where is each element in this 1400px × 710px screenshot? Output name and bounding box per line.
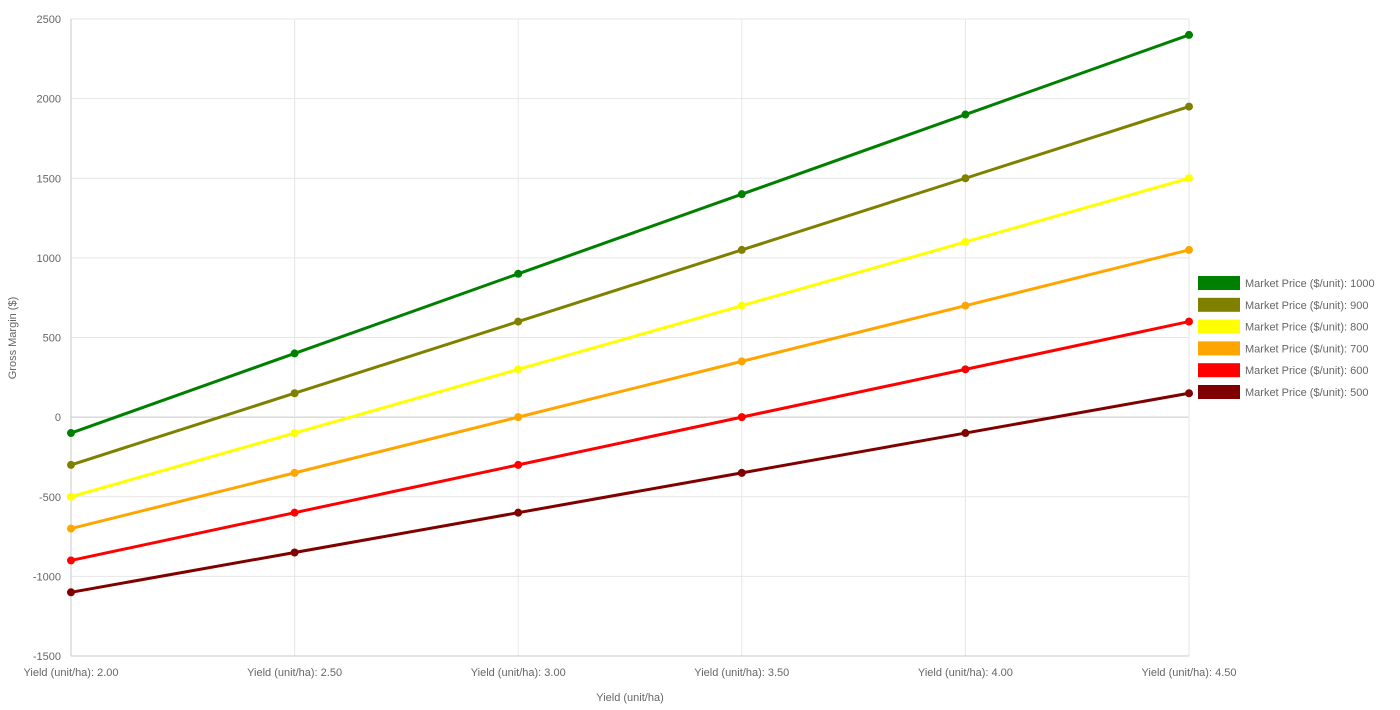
data-point[interactable] <box>67 460 75 469</box>
data-point[interactable] <box>514 317 523 326</box>
series-line[interactable] <box>69 391 1191 594</box>
x-tick-label: Yield (unit/ha): 2.50 <box>247 667 342 679</box>
x-tick-label: Yield (unit/ha): 3.00 <box>471 667 566 679</box>
data-point[interactable] <box>290 548 299 557</box>
legend-label[interactable]: Market Price ($/unit): 600 <box>1245 365 1369 377</box>
data-point[interactable] <box>737 468 746 477</box>
data-point[interactable] <box>67 429 75 438</box>
data-point[interactable] <box>961 174 970 183</box>
data-point[interactable] <box>290 349 299 358</box>
data-point[interactable] <box>737 245 746 254</box>
legend-swatch[interactable] <box>1198 276 1240 290</box>
legend-label[interactable]: Market Price ($/unit): 1000 <box>1245 278 1375 290</box>
x-tick-label: Yield (unit/ha): 4.50 <box>1142 667 1237 679</box>
data-point[interactable] <box>1185 102 1193 111</box>
data-point[interactable] <box>737 190 746 199</box>
data-point[interactable] <box>290 508 299 517</box>
y-tick-label: 500 <box>43 333 61 345</box>
data-point[interactable] <box>1185 389 1193 398</box>
x-tick-label: Yield (unit/ha): 2.00 <box>24 667 119 679</box>
data-point[interactable] <box>514 269 523 278</box>
data-point[interactable] <box>737 301 746 310</box>
y-tick-label: 2000 <box>37 94 61 106</box>
x-tick-labels: Yield (unit/ha): 2.00 Yield (unit/ha): 2.… <box>24 667 1237 679</box>
data-point[interactable] <box>961 301 970 310</box>
series-line[interactable] <box>69 248 1191 531</box>
legend-label[interactable]: Market Price ($/unit): 500 <box>1245 387 1369 399</box>
x-tick-label: Yield (unit/ha): 3.50 <box>694 667 789 679</box>
data-point[interactable] <box>290 389 299 398</box>
series-line[interactable] <box>69 105 1191 467</box>
y-tick-label: 0 <box>55 412 61 424</box>
data-point[interactable] <box>961 365 970 374</box>
series-line[interactable] <box>69 320 1191 562</box>
legend-swatch[interactable] <box>1198 341 1240 356</box>
data-point[interactable] <box>67 524 75 533</box>
data-point[interactable] <box>961 429 970 438</box>
y-tick-label: 2500 <box>37 14 61 26</box>
legend-swatch[interactable] <box>1198 385 1240 399</box>
series-line[interactable] <box>69 33 1191 435</box>
data-point[interactable] <box>67 588 75 597</box>
y-tick-label: -500 <box>39 492 61 504</box>
data-point[interactable] <box>514 365 523 374</box>
data-point[interactable] <box>290 468 299 477</box>
data-point[interactable] <box>737 413 746 422</box>
legend-swatch[interactable] <box>1198 297 1240 312</box>
series-lines <box>67 30 1193 597</box>
data-point[interactable] <box>514 460 523 469</box>
y-tick-label: 1500 <box>37 173 61 185</box>
data-point[interactable] <box>1185 174 1193 183</box>
data-point[interactable] <box>514 413 523 422</box>
series-line[interactable] <box>69 176 1191 499</box>
y-tick-label: -1000 <box>33 571 61 583</box>
data-point[interactable] <box>961 110 970 119</box>
x-axis-title: Yield (unit/ha) <box>596 692 663 704</box>
x-tick-label: Yield (unit/ha): 4.00 <box>918 667 1013 679</box>
legend-label[interactable]: Market Price ($/unit): 800 <box>1245 322 1369 334</box>
data-point[interactable] <box>1185 245 1193 254</box>
data-point[interactable] <box>1185 30 1193 39</box>
data-point[interactable] <box>67 556 75 565</box>
legend-swatch[interactable] <box>1198 319 1240 334</box>
legend-label[interactable]: Market Price ($/unit): 700 <box>1245 343 1369 355</box>
data-point[interactable] <box>961 237 970 246</box>
data-point[interactable] <box>1185 317 1193 326</box>
legend-label[interactable]: Market Price ($/unit): 900 <box>1245 300 1369 312</box>
y-tick-label: -1500 <box>33 651 61 663</box>
data-point[interactable] <box>67 492 75 501</box>
y-tick-labels: 2500 2000 1500 1000 500 0 -500 -1000 -1500 <box>33 14 61 663</box>
legend[interactable]: Market Price ($/unit): 1000 Market Price … <box>1198 276 1375 399</box>
axes <box>70 19 1189 657</box>
y-axis-title: Gross Margin ($) <box>7 297 19 380</box>
data-point[interactable] <box>737 357 746 366</box>
data-point[interactable] <box>290 429 299 438</box>
legend-swatch[interactable] <box>1198 363 1240 378</box>
data-point[interactable] <box>514 508 523 517</box>
y-tick-label: 1000 <box>37 253 61 265</box>
